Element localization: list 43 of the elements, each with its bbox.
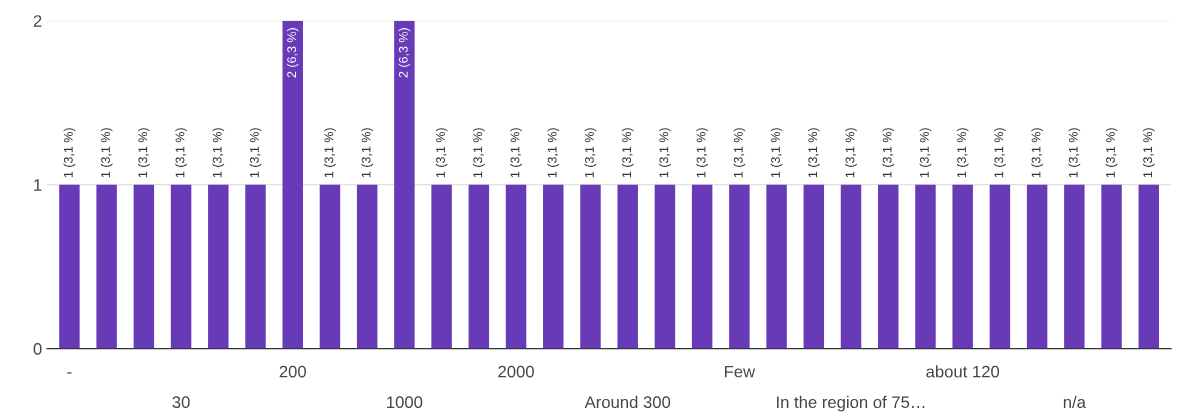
data-label: 1 (3,1 %): [510, 128, 522, 178]
data-label: 1 (3,1 %): [994, 128, 1006, 178]
data-label: 1 (3,1 %): [845, 128, 857, 178]
y-tick-label: 1: [34, 179, 42, 191]
data-label: 1 (3,1 %): [1142, 128, 1155, 178]
data-label: 1 (3,1 %): [324, 128, 336, 178]
data-label: 1 (3,1 %): [175, 128, 187, 178]
data-label: 1 (3,1 %): [547, 128, 560, 178]
x-tick-label: n/a: [1063, 395, 1086, 409]
data-label: 1 (3,1 %): [696, 128, 708, 178]
data-label: 1 (3,1 %): [473, 128, 485, 178]
x-tick-label: Around 300: [584, 395, 671, 409]
x-tick-label: Few: [724, 365, 756, 378]
data-label: 1 (3,1 %): [249, 128, 262, 178]
data-label: 1 (3,1 %): [807, 128, 820, 178]
data-label: 1 (3,1 %): [100, 128, 113, 178]
y-tick-label: 2: [33, 15, 42, 27]
x-tick-label: 200: [279, 365, 306, 378]
x-tick-label: 2000: [498, 365, 534, 378]
data-label: 1 (3,1 %): [1068, 128, 1081, 178]
data-label: 1 (3,1 %): [733, 128, 746, 178]
data-label: 1 (3,1 %): [1105, 128, 1118, 178]
x-tick-label: 1000: [387, 396, 423, 409]
data-label: 1 (3,1 %): [1031, 128, 1043, 178]
y-tick-label: 0: [33, 343, 42, 355]
data-label: 1 (3,1 %): [63, 128, 76, 178]
x-tick-label: -: [67, 372, 72, 374]
data-label: 2 (6,3 %): [398, 28, 411, 78]
data-label: 1 (3,1 %): [956, 128, 969, 178]
x-tick-label: In the region of 75…: [777, 395, 925, 412]
data-label: 1 (3,1 %): [659, 128, 671, 178]
x-tick-label: 30: [172, 396, 190, 409]
x-tick-label: about 120: [926, 365, 1000, 378]
data-label: 1 (3,1 %): [584, 128, 597, 178]
data-label: 1 (3,1 %): [435, 128, 448, 178]
data-label: 1 (3,1 %): [621, 128, 634, 178]
data-label: 1 (3,1 %): [212, 128, 225, 178]
data-label: 1 (3,1 %): [770, 128, 783, 178]
data-label: 1 (3,1 %): [361, 128, 373, 178]
data-label: 1 (3,1 %): [919, 128, 932, 178]
data-label: 1 (3,1 %): [882, 128, 895, 178]
data-label: 2 (6,3 %): [286, 28, 299, 78]
data-label: 1 (3,1 %): [138, 128, 150, 178]
